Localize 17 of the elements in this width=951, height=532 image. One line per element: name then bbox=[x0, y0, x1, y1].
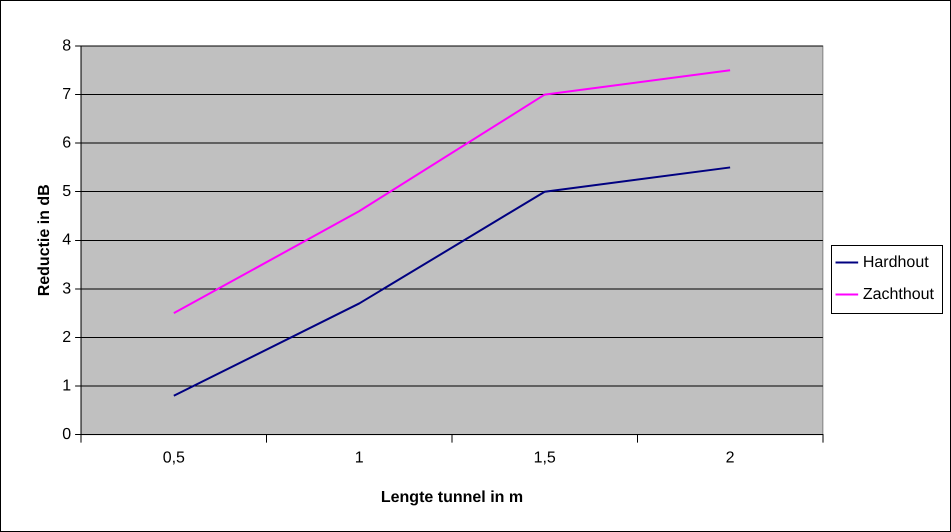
x-tick-label: 1 bbox=[354, 450, 364, 467]
y-axis-title: Reductie in dB bbox=[36, 184, 54, 296]
legend-label: Zachthout bbox=[862, 286, 935, 303]
x-axis-title: Lengte tunnel in m bbox=[380, 488, 524, 506]
x-tick-label: 1,5 bbox=[534, 450, 556, 467]
y-tick-label: 1 bbox=[62, 377, 72, 394]
y-tick-label: 0 bbox=[62, 426, 72, 444]
y-tick-label: 8 bbox=[62, 37, 72, 54]
legend-label: Hardhout bbox=[862, 254, 930, 271]
y-tick-label: 3 bbox=[62, 280, 72, 298]
y-tick-label: 6 bbox=[62, 134, 72, 152]
y-tick-label: 4 bbox=[62, 232, 72, 249]
y-tick-label: 2 bbox=[62, 328, 72, 346]
y-tick-label: 5 bbox=[62, 183, 72, 200]
x-tick-label: 0,5 bbox=[162, 450, 186, 467]
y-tick-label: 7 bbox=[62, 86, 72, 103]
x-tick-label: 2 bbox=[726, 450, 735, 467]
